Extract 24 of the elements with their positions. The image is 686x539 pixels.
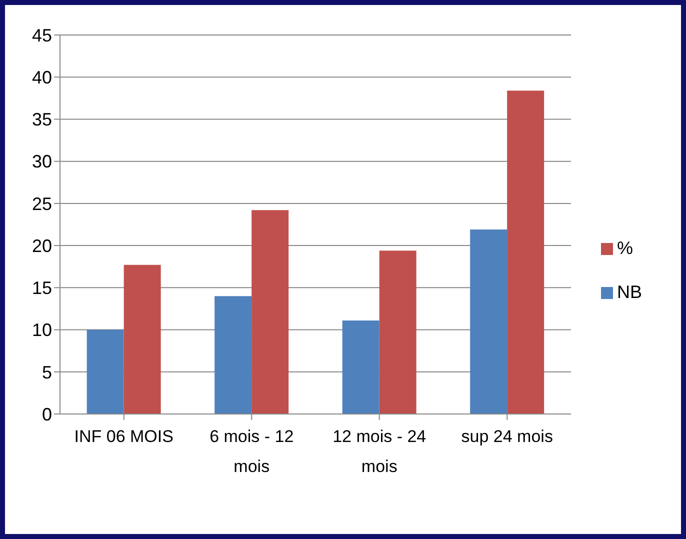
y-tick-label: 25: [32, 194, 52, 214]
y-tick-label: 15: [32, 278, 52, 298]
y-tick-label: 45: [32, 25, 52, 46]
y-tick-label: 30: [32, 152, 52, 172]
y-tick-label: 35: [32, 110, 52, 130]
bar: [342, 320, 380, 414]
bar: [507, 90, 544, 414]
y-tick-label: 40: [32, 68, 52, 88]
y-tick-label: 5: [42, 362, 52, 382]
legend-label: %: [617, 238, 634, 258]
bar: [214, 296, 252, 414]
y-tick-label: 0: [42, 404, 52, 424]
x-tick-label: INF 06 MOIS: [74, 427, 174, 446]
x-tick-label: sup 24 mois: [461, 427, 553, 446]
bar: [124, 264, 161, 414]
x-tick-label: 6 mois - 12 mois: [210, 427, 294, 476]
bar: [252, 210, 289, 414]
x-tick-label: 12 mois - 24 mois: [332, 427, 426, 476]
y-tick-label: 20: [32, 236, 52, 256]
bar: [86, 330, 124, 414]
legend-label: NB: [617, 282, 642, 302]
bar: [470, 230, 508, 414]
bar: [379, 250, 416, 414]
y-tick-label: 10: [32, 320, 52, 340]
